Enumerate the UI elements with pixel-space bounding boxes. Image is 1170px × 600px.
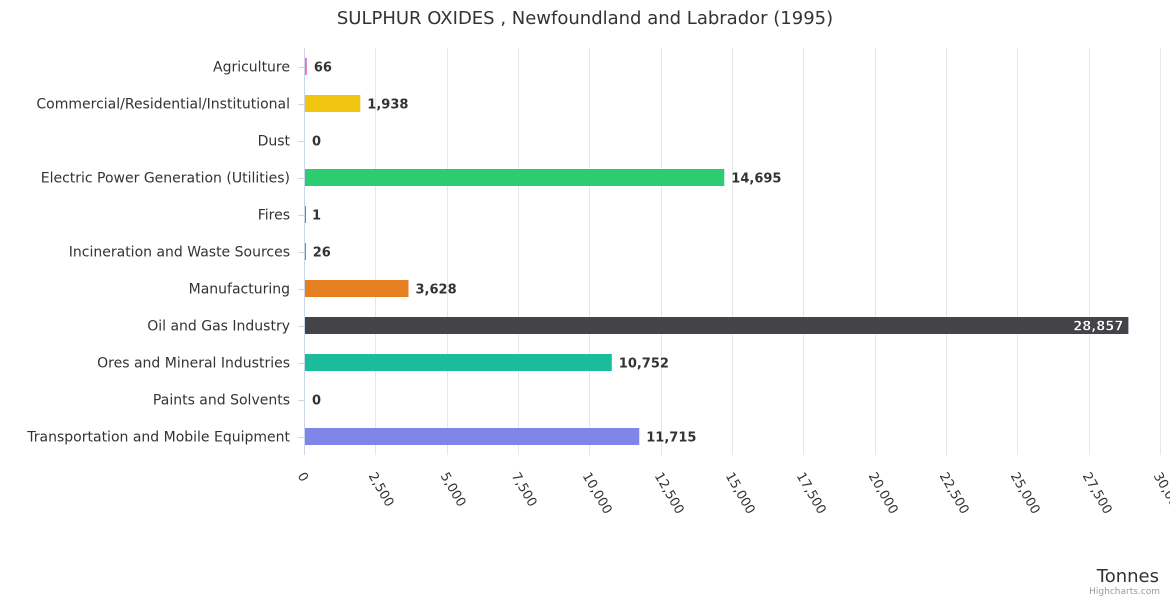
category-label: Agriculture [213, 60, 290, 76]
bar[interactable] [305, 317, 1129, 334]
data-label: 1 [312, 209, 321, 224]
category-label: Electric Power Generation (Utilities) [41, 171, 290, 187]
bar[interactable] [305, 206, 306, 223]
category-label: Paints and Solvents [153, 393, 290, 409]
data-label: 66 [314, 61, 332, 76]
category-label: Fires [258, 208, 290, 224]
category-label: Manufacturing [189, 282, 290, 298]
bar[interactable] [305, 95, 361, 112]
x-tick-label: 12,500 [651, 470, 687, 517]
credits-link[interactable]: Highcharts.com [1089, 587, 1160, 597]
bar[interactable] [305, 243, 306, 260]
x-tick-label: 27,500 [1079, 470, 1115, 517]
category-labels: Agriculture Commercial/Residential/Instit… [26, 60, 290, 446]
data-label: 0 [312, 135, 321, 150]
data-label: 11,715 [646, 431, 696, 446]
x-axis-title: Tonnes [1096, 566, 1159, 587]
bar[interactable] [305, 169, 725, 186]
category-label: Oil and Gas Industry [147, 319, 290, 335]
x-tick-label: 22,500 [936, 470, 972, 517]
category-label: Commercial/Residential/Institutional [36, 97, 290, 113]
category-label: Incineration and Waste Sources [69, 245, 290, 261]
x-tick-label: 17,500 [793, 470, 829, 517]
category-label: Transportation and Mobile Equipment [26, 430, 290, 446]
bars [305, 58, 1129, 445]
x-tick-label: 2,500 [365, 470, 397, 510]
bar[interactable] [305, 354, 612, 371]
grid-lines [304, 48, 1161, 455]
category-label: Dust [258, 134, 291, 150]
x-tick-label: 30,000 [1150, 470, 1170, 517]
x-tick-label: 10,000 [579, 470, 615, 517]
chart-title: SULPHUR OXIDES , Newfoundland and Labrad… [337, 8, 833, 29]
x-tick-label: 20,000 [865, 470, 901, 517]
x-tick-label: 15,000 [722, 470, 758, 517]
bar[interactable] [305, 280, 409, 297]
x-tick-label: 0 [294, 470, 311, 485]
data-label: 0 [312, 394, 321, 409]
bar[interactable] [305, 58, 307, 75]
x-tick-label: 25,000 [1007, 470, 1043, 517]
data-label: 28,857 [1073, 320, 1123, 335]
data-label: 26 [313, 246, 331, 261]
x-tick-label: 5,000 [437, 470, 469, 510]
data-label: 14,695 [731, 172, 781, 187]
category-label: Ores and Mineral Industries [97, 356, 290, 372]
data-label: 3,628 [416, 283, 457, 298]
bar[interactable] [305, 428, 640, 445]
data-labels: 66 1,938 0 14,695 1 26 3,628 28,857 10,752 0 11,71… [312, 61, 1124, 446]
data-label: 10,752 [619, 357, 669, 372]
data-label: 1,938 [367, 98, 408, 113]
x-tick-label: 7,500 [508, 470, 540, 510]
